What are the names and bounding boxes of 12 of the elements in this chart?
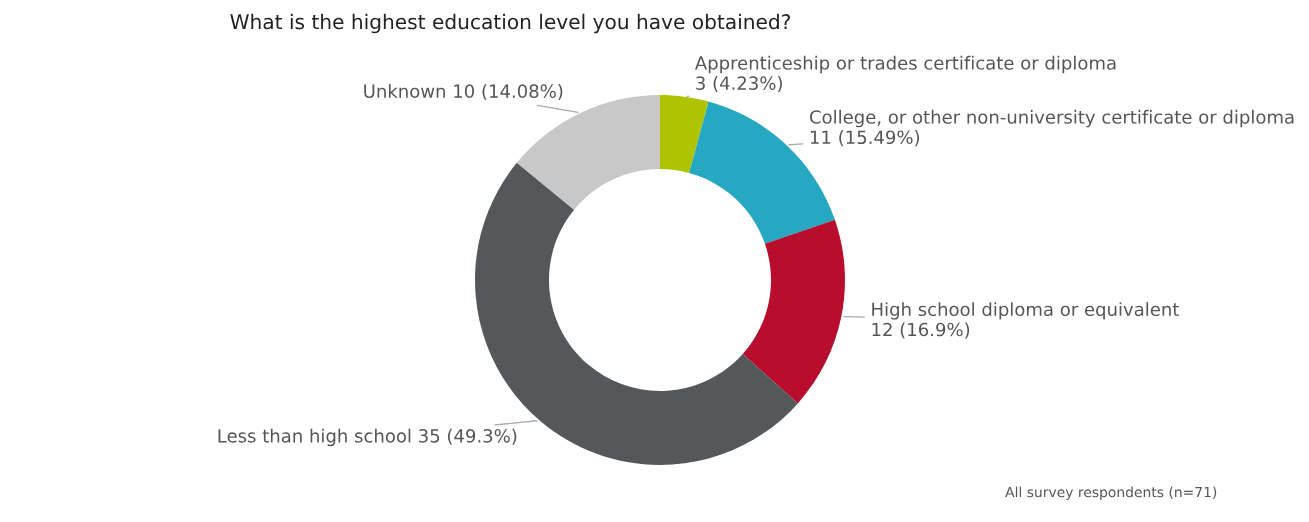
slice-label: College, or other non-university certificate or diploma (809, 109, 1294, 128)
data-label: 12 (16.9%) (872, 322, 970, 339)
slice-label: Apprenticeship or trades certificate or diploma (694, 55, 1116, 74)
data-label: 11 (15.49%) (810, 130, 920, 147)
text: All survey respondents (n=71) (1005, 486, 1217, 501)
slice-label: High school diploma or equivalent (872, 302, 1179, 320)
chart-title: What is the highest education level you have obtained? (230, 13, 790, 34)
donut-slice (660, 95, 709, 173)
data-label: 3 (4.23%) (696, 76, 782, 93)
donut-slice (742, 219, 845, 404)
slice-label: Unknown 10 (14.08%) (364, 84, 563, 101)
slice-label: Less than high school 35 (49.3%) (218, 428, 517, 447)
